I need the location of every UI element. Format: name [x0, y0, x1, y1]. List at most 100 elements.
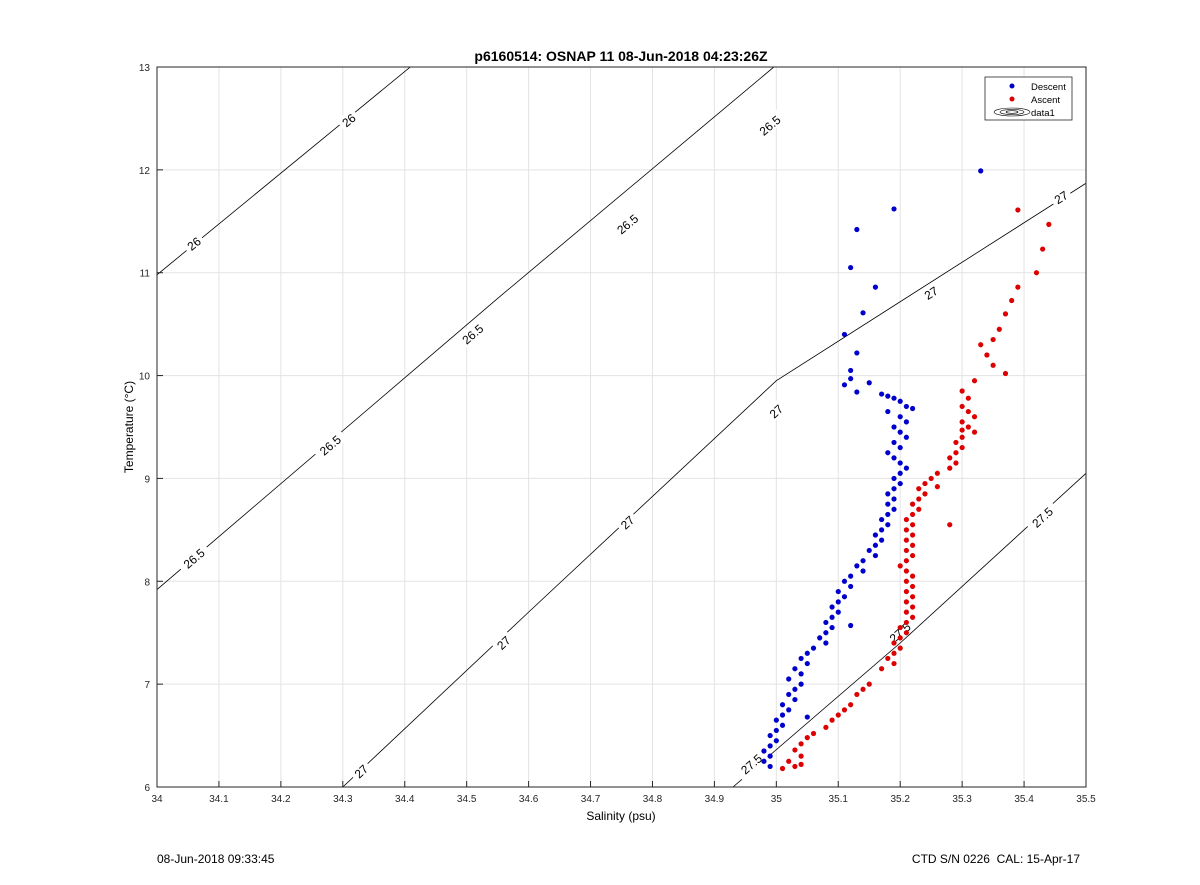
descent-point: [848, 573, 854, 579]
legend-marker-ascent: [1009, 96, 1015, 102]
series-descent: [761, 168, 984, 770]
descent-point: [854, 389, 860, 395]
legend-label-data1: data1: [1031, 108, 1055, 119]
ascent-point: [990, 362, 996, 368]
descent-point: [848, 376, 854, 382]
ascent-point: [965, 408, 971, 415]
descent-point: [779, 722, 786, 728]
ascent-point: [854, 691, 860, 698]
descent-point: [854, 563, 860, 569]
descent-point: [866, 547, 872, 554]
ascent-point: [971, 414, 978, 420]
descent-point: [848, 583, 854, 590]
descent-point: [897, 414, 903, 420]
ascent-point: [909, 604, 916, 610]
x-tick-label: 35.2: [890, 794, 910, 805]
ascent-point: [1002, 370, 1009, 377]
isopycnal-label: 27: [763, 398, 788, 423]
isopycnal-label: 27: [1048, 185, 1073, 209]
descent-point: [885, 393, 891, 399]
ascent-point: [959, 444, 965, 451]
descent-point: [804, 650, 810, 656]
descent-point: [897, 398, 903, 404]
y-tick-label: 12: [139, 166, 151, 177]
x-tick-label: 35.5: [1076, 794, 1096, 805]
y-tick-label: 6: [144, 783, 150, 794]
descent-point: [848, 622, 854, 629]
ascent-point: [903, 588, 909, 595]
descent-point: [872, 552, 879, 559]
ascent-point: [903, 516, 909, 523]
descent-point: [897, 429, 903, 435]
descent-point: [767, 763, 773, 770]
ascent-point: [971, 378, 978, 384]
x-tick-label: 34.3: [333, 794, 353, 805]
ascent-point: [984, 352, 990, 358]
ascent-point: [953, 439, 959, 446]
descent-point: [903, 419, 909, 425]
ascent-point: [978, 342, 984, 348]
descent-point: [792, 686, 798, 692]
descent-point: [848, 367, 854, 374]
legend: Descent Ascent data1: [984, 76, 1073, 121]
series-ascent: [779, 207, 1052, 772]
descent-point: [798, 655, 804, 662]
descent-point: [792, 696, 798, 703]
ascent-point: [953, 460, 959, 466]
ascent-point: [786, 758, 792, 764]
x-tick-label: 34.5: [457, 794, 477, 805]
descent-point: [885, 408, 891, 415]
descent-point: [823, 619, 829, 626]
ascent-point: [1002, 311, 1009, 317]
descent-point: [786, 691, 792, 698]
descent-point: [841, 382, 848, 388]
ascent-point: [779, 765, 786, 772]
descent-point: [891, 424, 897, 430]
descent-point: [792, 666, 798, 672]
ascent-point: [891, 640, 897, 646]
ascent-point: [909, 542, 916, 548]
ascent-point: [810, 730, 817, 737]
isopycnal-label: 27.5: [1024, 500, 1060, 534]
descent-point: [879, 537, 885, 543]
descent-point: [879, 391, 885, 397]
ascent-point: [959, 388, 965, 394]
descent-point: [885, 450, 891, 456]
descent-point: [767, 753, 773, 759]
descent-point: [891, 206, 897, 212]
descent-point: [854, 350, 860, 356]
ascent-point: [903, 558, 909, 564]
descent-point: [773, 738, 779, 744]
isopycnal-26-5: [157, 67, 775, 590]
ascent-point: [829, 717, 835, 723]
ascent-point: [909, 594, 916, 600]
y-axis-label: Temperature (°C): [122, 381, 136, 473]
ascent-point: [891, 660, 897, 667]
descent-point: [773, 727, 779, 734]
footer-instrument: CTD S/N 0226 CAL: 15-Apr-17: [911, 852, 1080, 866]
ascent-point: [922, 480, 928, 487]
ascent-point: [909, 552, 916, 559]
isopycnal-26: [157, 67, 411, 276]
ascent-point: [959, 419, 965, 425]
ascent-point: [909, 501, 916, 507]
ascent-point: [903, 619, 909, 626]
descent-point: [841, 331, 848, 338]
chart-title: p6160514: OSNAP 11 08-Jun-2018 04:23:26Z: [474, 48, 768, 64]
descent-point: [891, 395, 897, 401]
x-tick-label: 34.6: [519, 794, 539, 805]
ascent-point: [1015, 284, 1021, 290]
descent-point: [872, 542, 879, 548]
x-tick-label: 34.8: [643, 794, 663, 805]
isopycnal-label: 26: [181, 231, 206, 255]
isopycnal-label: 27: [491, 630, 516, 655]
x-tick-label: 34: [151, 794, 163, 805]
ascent-point: [897, 563, 903, 569]
descent-point: [897, 444, 903, 451]
descent-point: [829, 624, 835, 631]
descent-point: [761, 758, 767, 764]
isopycnal-label: 26.5: [751, 108, 788, 142]
descent-point: [767, 743, 773, 749]
descent-point: [804, 714, 810, 720]
